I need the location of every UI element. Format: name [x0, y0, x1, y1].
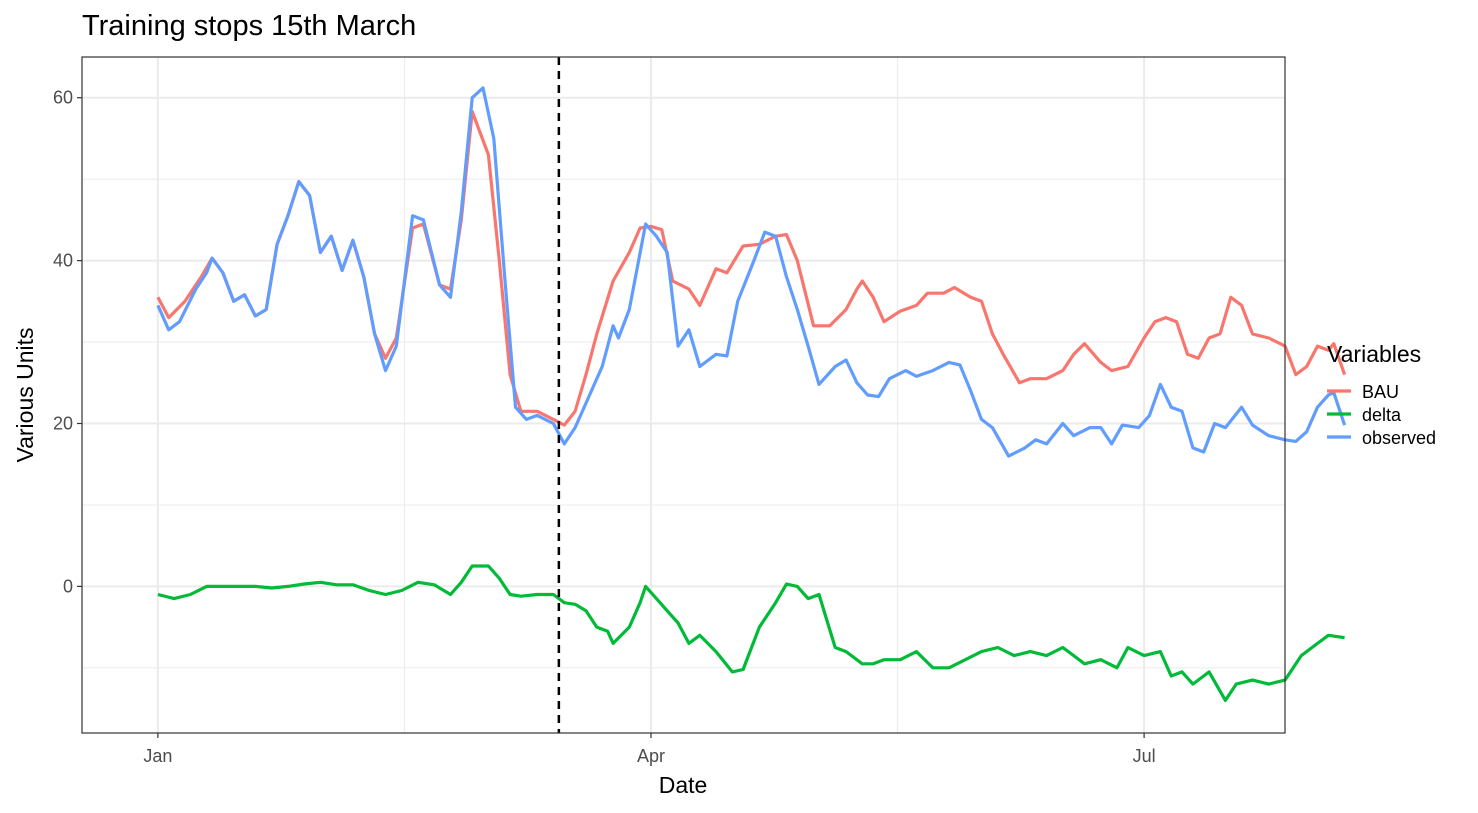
x-axis-title: Date	[659, 772, 708, 798]
series-line-observed	[156, 86, 1347, 458]
y-tick-label: 20	[53, 414, 73, 434]
x-axis: Jan Apr Jul	[143, 733, 1156, 766]
y-tick-label: 0	[63, 576, 73, 596]
legend-label-observed: observed	[1362, 428, 1436, 448]
x-tick-label: Apr	[637, 746, 665, 766]
series-line-delta	[157, 564, 1345, 702]
plot-panel	[81, 56, 1347, 734]
x-tick-label: Jan	[143, 746, 172, 766]
y-tick-label: 40	[53, 251, 73, 271]
y-axis-title: Various Units	[12, 327, 38, 462]
y-tick-label: 60	[53, 88, 73, 108]
x-tick-label: Jul	[1133, 746, 1156, 766]
legend-title: Variables	[1327, 341, 1421, 367]
series-layer	[156, 86, 1347, 702]
chart-title: Training stops 15th March	[82, 10, 416, 42]
legend: Variables BAU delta observed	[1327, 341, 1436, 448]
y-axis: 0 20 40 60	[53, 88, 82, 596]
legend-label-BAU: BAU	[1362, 382, 1399, 402]
legend-label-delta: delta	[1362, 405, 1402, 425]
gridlines	[82, 57, 1285, 733]
panel-border	[81, 56, 1286, 734]
